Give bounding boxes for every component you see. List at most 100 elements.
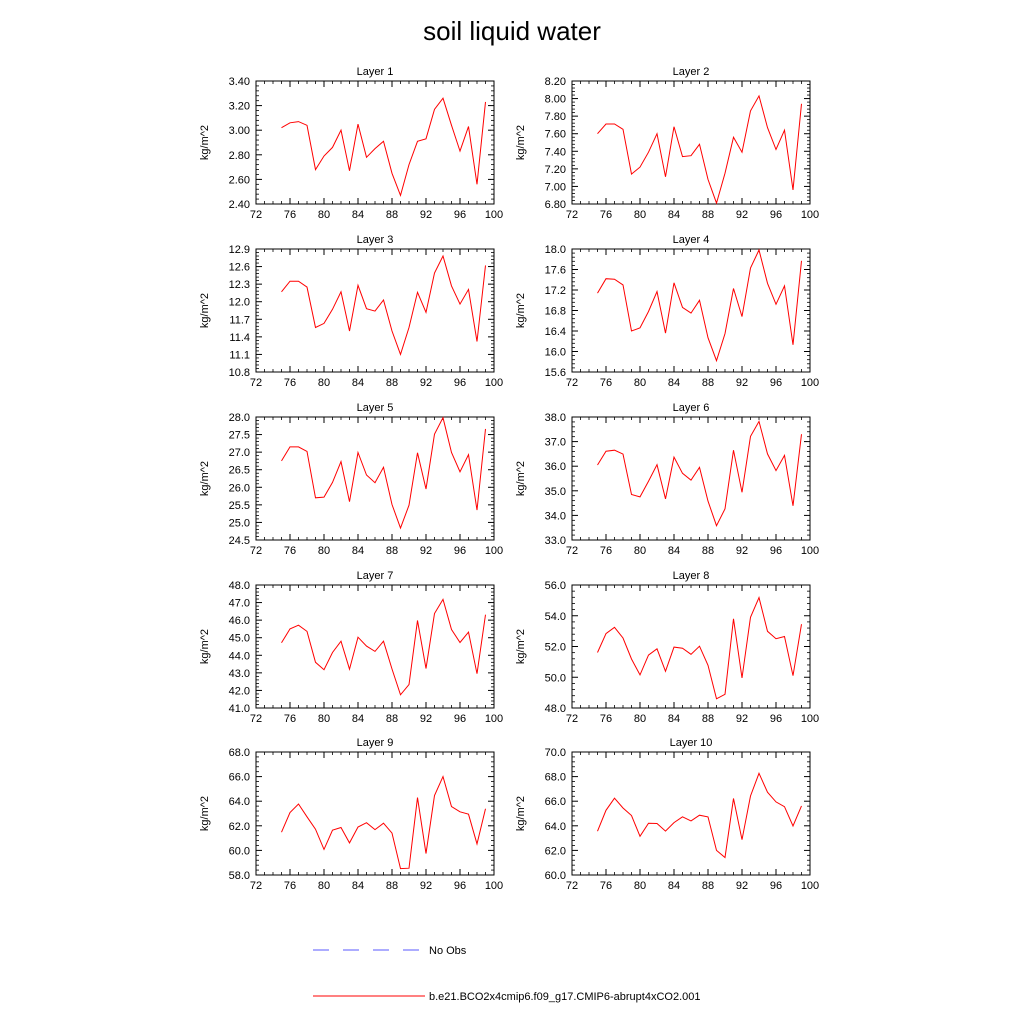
x-tick-label: 76 — [600, 713, 612, 725]
x-tick-label: 92 — [420, 209, 432, 221]
x-tick-label: 84 — [668, 880, 680, 892]
panel-2: Layer 2 kg/m^2 72 76 80 84 88 92 96 100 6.80 7.00 7.… — [515, 66, 819, 221]
series-line — [597, 420, 802, 527]
panel-title: Layer 10 — [670, 737, 713, 749]
y-tick-label: 16.0 — [545, 347, 566, 359]
x-tick-label: 76 — [600, 377, 612, 389]
panel-title: Layer 8 — [673, 570, 710, 582]
series-line — [281, 775, 486, 870]
x-tick-label: 92 — [420, 880, 432, 892]
y-tick-label: 66.0 — [545, 796, 566, 808]
y-tick-label: 7.40 — [545, 146, 566, 158]
y-tick-label: 58.0 — [229, 870, 250, 882]
panel-title: Layer 4 — [673, 234, 710, 246]
y-tick-label: 47.0 — [229, 598, 250, 610]
y-tick-label: 27.0 — [229, 447, 250, 459]
y-tick-label: 52.0 — [545, 642, 566, 654]
y-tick-label: 42.0 — [229, 685, 250, 697]
y-axis-label: kg/m^2 — [515, 461, 527, 496]
x-tick-label: 96 — [770, 545, 782, 557]
y-tick-label: 8.00 — [545, 94, 566, 106]
y-tick-label: 11.4 — [229, 332, 250, 344]
x-tick-label: 80 — [318, 713, 330, 725]
y-tick-label: 16.4 — [545, 326, 566, 338]
x-tick-label: 72 — [566, 545, 578, 557]
panel-title: Layer 7 — [357, 570, 394, 582]
x-tick-label: 96 — [454, 545, 466, 557]
panel-3: Layer 3 kg/m^2 72 76 80 84 88 92 96 100 10.8 11.1 11… — [199, 234, 503, 389]
legend-label: b.e21.BCO2x4cmip6.f09_g17.CMIP6-abrupt4x… — [429, 991, 701, 1003]
series-line — [281, 598, 486, 696]
x-tick-label: 72 — [566, 713, 578, 725]
y-tick-label: 35.0 — [545, 486, 566, 498]
y-tick-label: 48.0 — [545, 703, 566, 715]
legend-entry: b.e21.BCO2x4cmip6.f09_g17.CMIP6-abrupt4x… — [313, 991, 701, 1003]
x-tick-label: 96 — [454, 209, 466, 221]
y-tick-label: 27.5 — [229, 430, 250, 442]
y-tick-label: 12.9 — [229, 244, 250, 256]
y-tick-label: 62.0 — [545, 845, 566, 857]
y-tick-label: 33.0 — [545, 535, 566, 547]
x-tick-label: 72 — [250, 545, 262, 557]
y-tick-label: 25.0 — [229, 517, 250, 529]
x-tick-label: 72 — [250, 377, 262, 389]
x-tick-label: 72 — [250, 713, 262, 725]
y-tick-label: 50.0 — [545, 672, 566, 684]
plot-frame — [255, 584, 495, 709]
y-tick-label: 15.6 — [545, 367, 566, 379]
series-line — [597, 94, 802, 205]
y-axis-label: kg/m^2 — [199, 293, 211, 328]
panel-title: Layer 3 — [357, 234, 394, 246]
y-tick-label: 38.0 — [545, 412, 566, 424]
y-tick-label: 2.40 — [229, 199, 250, 211]
y-tick-label: 44.0 — [229, 650, 250, 662]
plot-frame — [571, 80, 811, 205]
y-tick-label: 36.0 — [545, 461, 566, 473]
panels-group: Layer 1 kg/m^2 72 76 80 84 88 92 96 100 2.40 2.60 2.… — [199, 66, 819, 892]
y-tick-label: 7.80 — [545, 111, 566, 123]
x-tick-label: 88 — [386, 545, 398, 557]
x-tick-label: 76 — [284, 545, 296, 557]
y-axis-label: kg/m^2 — [515, 796, 527, 831]
y-tick-label: 2.80 — [229, 150, 250, 162]
x-tick-label: 80 — [318, 209, 330, 221]
x-tick-label: 72 — [566, 880, 578, 892]
x-tick-label: 88 — [702, 545, 714, 557]
y-axis-label: kg/m^2 — [199, 125, 211, 160]
y-tick-label: 24.5 — [229, 535, 250, 547]
series-line — [281, 254, 486, 356]
y-tick-label: 7.00 — [545, 181, 566, 193]
y-tick-label: 60.0 — [229, 845, 250, 857]
y-tick-label: 17.6 — [545, 265, 566, 277]
y-tick-label: 17.2 — [545, 285, 566, 297]
x-tick-label: 96 — [454, 377, 466, 389]
y-tick-label: 70.0 — [545, 747, 566, 759]
x-tick-label: 80 — [634, 209, 646, 221]
x-tick-label: 84 — [352, 209, 364, 221]
x-tick-label: 96 — [770, 209, 782, 221]
panel-title: Layer 5 — [357, 402, 394, 414]
x-tick-label: 72 — [250, 880, 262, 892]
chart-title: soil liquid water — [423, 16, 601, 46]
y-tick-label: 68.0 — [229, 747, 250, 759]
x-tick-label: 100 — [801, 713, 819, 725]
x-tick-label: 92 — [736, 209, 748, 221]
x-tick-label: 80 — [318, 880, 330, 892]
x-tick-label: 100 — [801, 545, 819, 557]
x-tick-label: 80 — [634, 880, 646, 892]
x-tick-label: 100 — [485, 209, 503, 221]
x-tick-label: 80 — [318, 377, 330, 389]
panel-10: Layer 10 kg/m^2 72 76 80 84 88 92 96 100 60.0 62.0 6… — [515, 737, 819, 892]
y-tick-label: 3.20 — [229, 101, 250, 113]
x-tick-label: 72 — [250, 209, 262, 221]
panel-9: Layer 9 kg/m^2 72 76 80 84 88 92 96 100 58.0 60.0 62… — [199, 737, 503, 892]
plot-frame — [571, 248, 811, 373]
series-line — [281, 416, 486, 530]
x-tick-label: 100 — [801, 377, 819, 389]
x-tick-label: 84 — [668, 377, 680, 389]
x-tick-label: 80 — [634, 545, 646, 557]
x-tick-label: 100 — [485, 377, 503, 389]
y-tick-label: 11.7 — [229, 314, 250, 326]
x-tick-label: 88 — [702, 713, 714, 725]
x-tick-label: 80 — [634, 713, 646, 725]
